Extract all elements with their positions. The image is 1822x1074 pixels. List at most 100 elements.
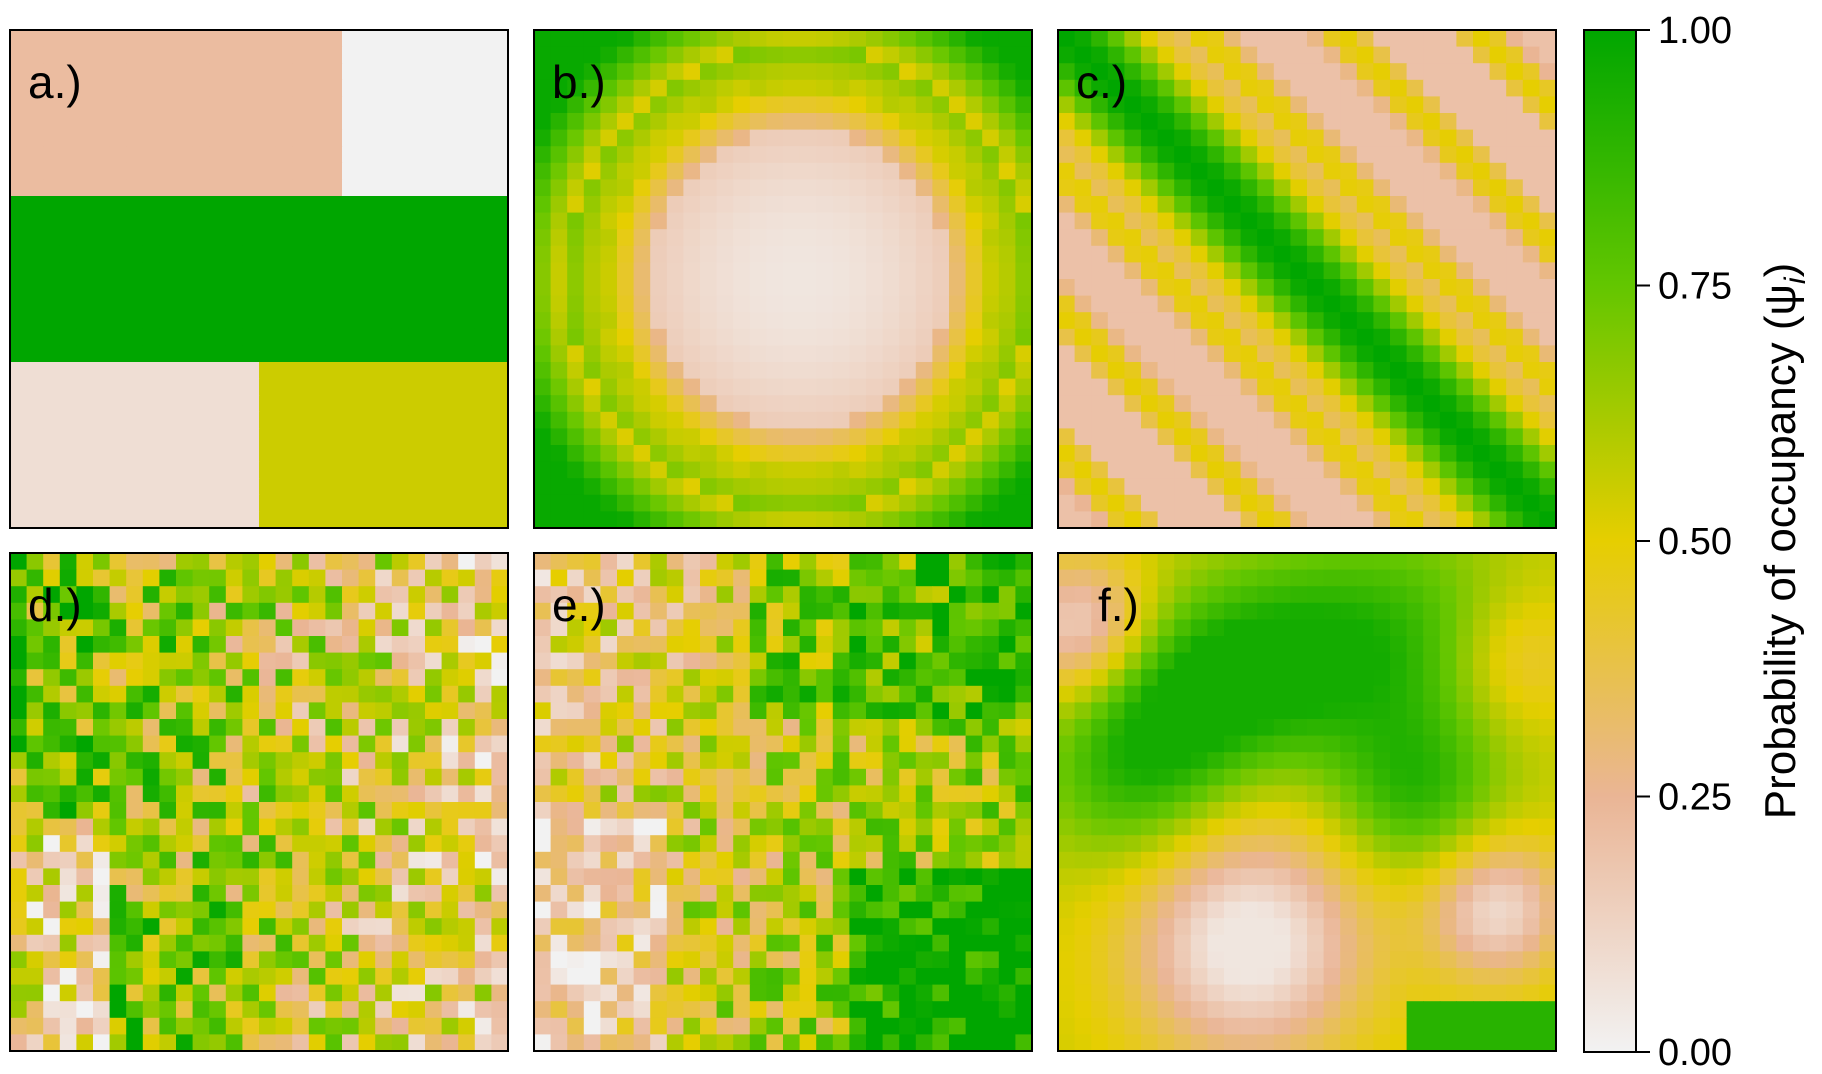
heatmap-cell bbox=[59, 279, 77, 297]
heatmap-cell bbox=[915, 553, 933, 571]
heatmap-cell bbox=[142, 312, 160, 330]
heatmap-cell bbox=[1107, 245, 1125, 263]
heatmap-cell bbox=[899, 245, 917, 263]
heatmap-cell bbox=[716, 312, 734, 330]
heatmap-cell bbox=[491, 768, 509, 786]
heatmap-cell bbox=[932, 96, 950, 114]
heatmap-cell bbox=[998, 636, 1016, 654]
heatmap-cell bbox=[766, 511, 784, 529]
heatmap-cell bbox=[59, 553, 77, 571]
heatmap-cell bbox=[716, 229, 734, 247]
heatmap-cell bbox=[1107, 802, 1125, 820]
heatmap-cell bbox=[1015, 30, 1033, 48]
heatmap-cell bbox=[491, 586, 509, 604]
heatmap-cell bbox=[716, 768, 734, 786]
heatmap-cell bbox=[534, 984, 552, 1002]
heatmap-cell bbox=[1307, 262, 1325, 280]
heatmap-cell bbox=[259, 586, 277, 604]
heatmap-cell bbox=[1058, 818, 1076, 836]
heatmap-cell bbox=[308, 428, 326, 446]
heatmap-cell bbox=[1141, 768, 1159, 786]
heatmap-cell bbox=[176, 478, 194, 496]
heatmap-cell bbox=[1290, 46, 1308, 64]
heatmap-cell bbox=[998, 461, 1016, 479]
heatmap-cell bbox=[550, 669, 568, 687]
heatmap-cell bbox=[142, 411, 160, 429]
heatmap-cell bbox=[275, 835, 293, 853]
heatmap-cell bbox=[1489, 478, 1507, 496]
heatmap-cell bbox=[1058, 636, 1076, 654]
heatmap-cell bbox=[342, 802, 360, 820]
heatmap-cell bbox=[1224, 652, 1242, 670]
heatmap-cell bbox=[441, 494, 459, 512]
heatmap-cell bbox=[1190, 768, 1208, 786]
heatmap-cell bbox=[26, 785, 44, 803]
heatmap-cell bbox=[1456, 511, 1474, 529]
heatmap-cell bbox=[358, 652, 376, 670]
heatmap-cell bbox=[1439, 146, 1457, 164]
heatmap-cell bbox=[567, 851, 585, 869]
heatmap-cell bbox=[650, 245, 668, 263]
heatmap-cell bbox=[491, 511, 509, 529]
heatmap-cell bbox=[666, 702, 684, 720]
heatmap-cell bbox=[391, 262, 409, 280]
heatmap-cell bbox=[1141, 96, 1159, 114]
heatmap-cell bbox=[225, 461, 243, 479]
heatmap-cell bbox=[159, 113, 177, 131]
heatmap-cell bbox=[408, 229, 426, 247]
heatmap-cell bbox=[1373, 129, 1391, 147]
heatmap-cell bbox=[325, 885, 343, 903]
heatmap-cell bbox=[458, 196, 476, 214]
heatmap-cell bbox=[93, 968, 111, 986]
heatmap-cell bbox=[1157, 162, 1175, 180]
heatmap-cell bbox=[716, 1034, 734, 1052]
heatmap-cell bbox=[225, 162, 243, 180]
heatmap-cell bbox=[1489, 262, 1507, 280]
heatmap-cell bbox=[76, 46, 94, 64]
heatmap-cell bbox=[109, 619, 127, 637]
heatmap-cell bbox=[375, 46, 393, 64]
heatmap-cell bbox=[882, 735, 900, 753]
heatmap-cell bbox=[650, 1034, 668, 1052]
heatmap-cell bbox=[1224, 79, 1242, 97]
heatmap-cell bbox=[965, 735, 983, 753]
heatmap-cell bbox=[733, 685, 751, 703]
heatmap-cell bbox=[899, 63, 917, 81]
heatmap-cell bbox=[1340, 511, 1358, 529]
heatmap-cell bbox=[1058, 312, 1076, 330]
heatmap-cell bbox=[441, 752, 459, 770]
heatmap-cell bbox=[425, 918, 443, 936]
heatmap-cell bbox=[209, 46, 227, 64]
heatmap-cell bbox=[816, 129, 834, 147]
heatmap-cell bbox=[126, 652, 144, 670]
heatmap-cell bbox=[799, 162, 817, 180]
heatmap-cell bbox=[1423, 702, 1441, 720]
heatmap-cell bbox=[26, 901, 44, 919]
heatmap-cell bbox=[716, 602, 734, 620]
heatmap-cell bbox=[666, 619, 684, 637]
heatmap-cell bbox=[342, 96, 360, 114]
heatmap-cell bbox=[474, 851, 492, 869]
heatmap-cell bbox=[866, 901, 884, 919]
heatmap-cell bbox=[126, 362, 144, 380]
heatmap-cell bbox=[666, 885, 684, 903]
heatmap-cell bbox=[1456, 478, 1474, 496]
heatmap-cell bbox=[965, 569, 983, 587]
heatmap-cell bbox=[766, 162, 784, 180]
heatmap-cell bbox=[1406, 262, 1424, 280]
heatmap-cell bbox=[534, 63, 552, 81]
heatmap-cell bbox=[1174, 395, 1192, 413]
heatmap-cell bbox=[700, 63, 718, 81]
heatmap-cell bbox=[391, 918, 409, 936]
heatmap-cell bbox=[375, 445, 393, 463]
heatmap-cell bbox=[1307, 146, 1325, 164]
heatmap-cell bbox=[10, 362, 28, 380]
heatmap-cell bbox=[26, 752, 44, 770]
heatmap-cell bbox=[1340, 113, 1358, 131]
heatmap-cell bbox=[259, 378, 277, 396]
heatmap-cell bbox=[1074, 262, 1092, 280]
heatmap-cell bbox=[1539, 345, 1557, 363]
heatmap-cell bbox=[1091, 328, 1109, 346]
heatmap-cell bbox=[666, 129, 684, 147]
heatmap-cell bbox=[425, 1034, 443, 1052]
